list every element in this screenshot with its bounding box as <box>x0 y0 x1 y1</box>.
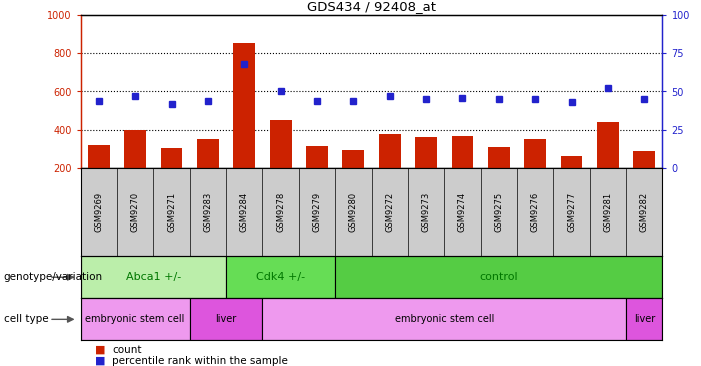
Bar <box>161 148 182 207</box>
Text: GSM9280: GSM9280 <box>349 192 358 232</box>
Bar <box>190 298 262 340</box>
Text: ■: ■ <box>95 344 105 355</box>
Bar <box>342 150 365 207</box>
Title: GDS434 / 92408_at: GDS434 / 92408_at <box>307 0 436 14</box>
Text: embryonic stem cell: embryonic stem cell <box>395 314 494 324</box>
Bar <box>488 147 510 207</box>
Text: GSM9269: GSM9269 <box>95 192 103 232</box>
Bar <box>81 256 226 298</box>
Text: GSM9281: GSM9281 <box>604 192 613 232</box>
Text: GSM9283: GSM9283 <box>203 192 212 232</box>
Bar <box>626 298 662 340</box>
Text: Cdk4 +/-: Cdk4 +/- <box>256 272 305 282</box>
Text: liver: liver <box>634 314 655 324</box>
Text: cell type: cell type <box>4 314 48 324</box>
Text: GSM9276: GSM9276 <box>531 192 540 232</box>
Text: GSM9272: GSM9272 <box>386 192 394 232</box>
Text: genotype/variation: genotype/variation <box>4 272 102 282</box>
Bar <box>226 256 335 298</box>
Text: GSM9274: GSM9274 <box>458 192 467 232</box>
Text: percentile rank within the sample: percentile rank within the sample <box>112 355 288 366</box>
Bar <box>561 156 583 207</box>
Bar <box>415 137 437 207</box>
Bar <box>634 151 655 207</box>
Bar <box>124 130 146 207</box>
Text: GSM9278: GSM9278 <box>276 192 285 232</box>
Text: count: count <box>112 344 142 355</box>
Bar <box>379 134 401 207</box>
Bar <box>335 256 662 298</box>
Text: GSM9284: GSM9284 <box>240 192 249 232</box>
Bar <box>597 122 619 207</box>
Text: ■: ■ <box>95 355 105 366</box>
Bar <box>451 136 473 207</box>
Text: GSM9275: GSM9275 <box>494 192 503 232</box>
Bar <box>262 298 626 340</box>
Bar <box>88 145 109 207</box>
Bar <box>270 120 292 207</box>
Text: GSM9282: GSM9282 <box>640 192 648 232</box>
Text: GSM9279: GSM9279 <box>313 192 322 232</box>
Text: GSM9277: GSM9277 <box>567 192 576 232</box>
Bar <box>306 146 328 207</box>
Bar <box>524 139 546 207</box>
Bar <box>233 44 255 207</box>
Text: embryonic stem cell: embryonic stem cell <box>86 314 185 324</box>
Bar <box>81 298 190 340</box>
Text: control: control <box>479 272 518 282</box>
Text: GSM9273: GSM9273 <box>421 192 430 232</box>
Text: GSM9270: GSM9270 <box>130 192 139 232</box>
Bar <box>197 139 219 207</box>
Text: Abca1 +/-: Abca1 +/- <box>125 272 181 282</box>
Text: GSM9271: GSM9271 <box>167 192 176 232</box>
Text: liver: liver <box>215 314 237 324</box>
